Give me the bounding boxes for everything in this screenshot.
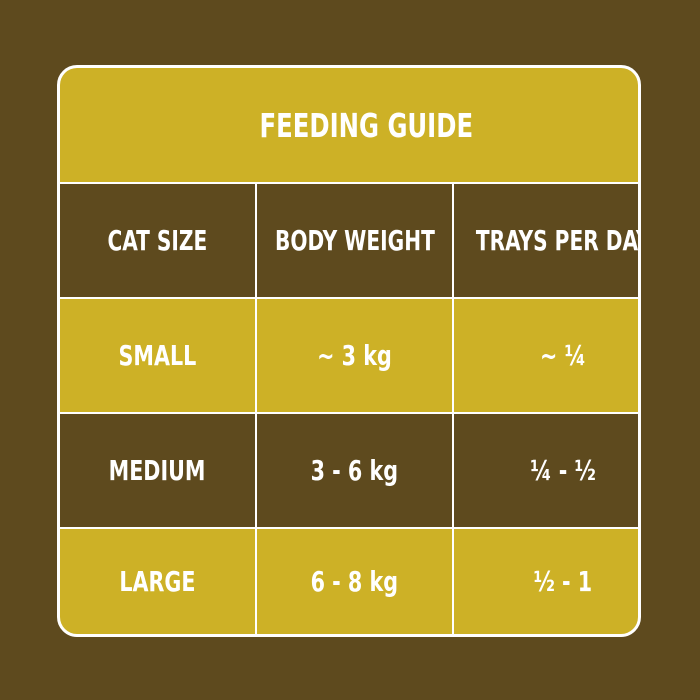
table-title-cell: FEEDING GUIDE [60, 68, 638, 182]
row-medium-trays-per-day: ¼ - ½ [454, 414, 638, 527]
row-medium-cat-size: MEDIUM [60, 414, 255, 527]
table-cell: 6 - 8 kg [310, 565, 399, 598]
table-cell: MEDIUM [109, 454, 206, 487]
table-cell: ½ - 1 [533, 565, 593, 598]
row-small-body-weight: ~ 3 kg [257, 299, 452, 412]
row-medium-body-weight: 3 - 6 kg [257, 414, 452, 527]
column-header-label: TRAYS PER DAY [475, 224, 641, 257]
table-cell: LARGE [119, 565, 196, 598]
table-cell: ¼ - ½ [530, 454, 597, 487]
table-cell: 3 - 6 kg [310, 454, 399, 487]
column-header-body-weight: BODY WEIGHT [257, 184, 452, 297]
feeding-guide-table: FEEDING GUIDE CAT SIZE BODY WEIGHT TRAYS… [57, 65, 641, 637]
row-large-body-weight: 6 - 8 kg [257, 529, 452, 634]
row-large-cat-size: LARGE [60, 529, 255, 634]
table-cell: ~ ¼ [540, 339, 587, 372]
table-cell: SMALL [118, 339, 197, 372]
row-small-cat-size: SMALL [60, 299, 255, 412]
column-header-cat-size: CAT SIZE [60, 184, 255, 297]
row-small-trays-per-day: ~ ¼ [454, 299, 638, 412]
table-title: FEEDING GUIDE [259, 105, 474, 145]
column-header-label: CAT SIZE [107, 224, 208, 257]
column-header-label: BODY WEIGHT [274, 224, 435, 257]
table-cell: ~ 3 kg [317, 339, 392, 372]
row-large-trays-per-day: ½ - 1 [454, 529, 638, 634]
column-header-trays-per-day: TRAYS PER DAY [454, 184, 641, 297]
